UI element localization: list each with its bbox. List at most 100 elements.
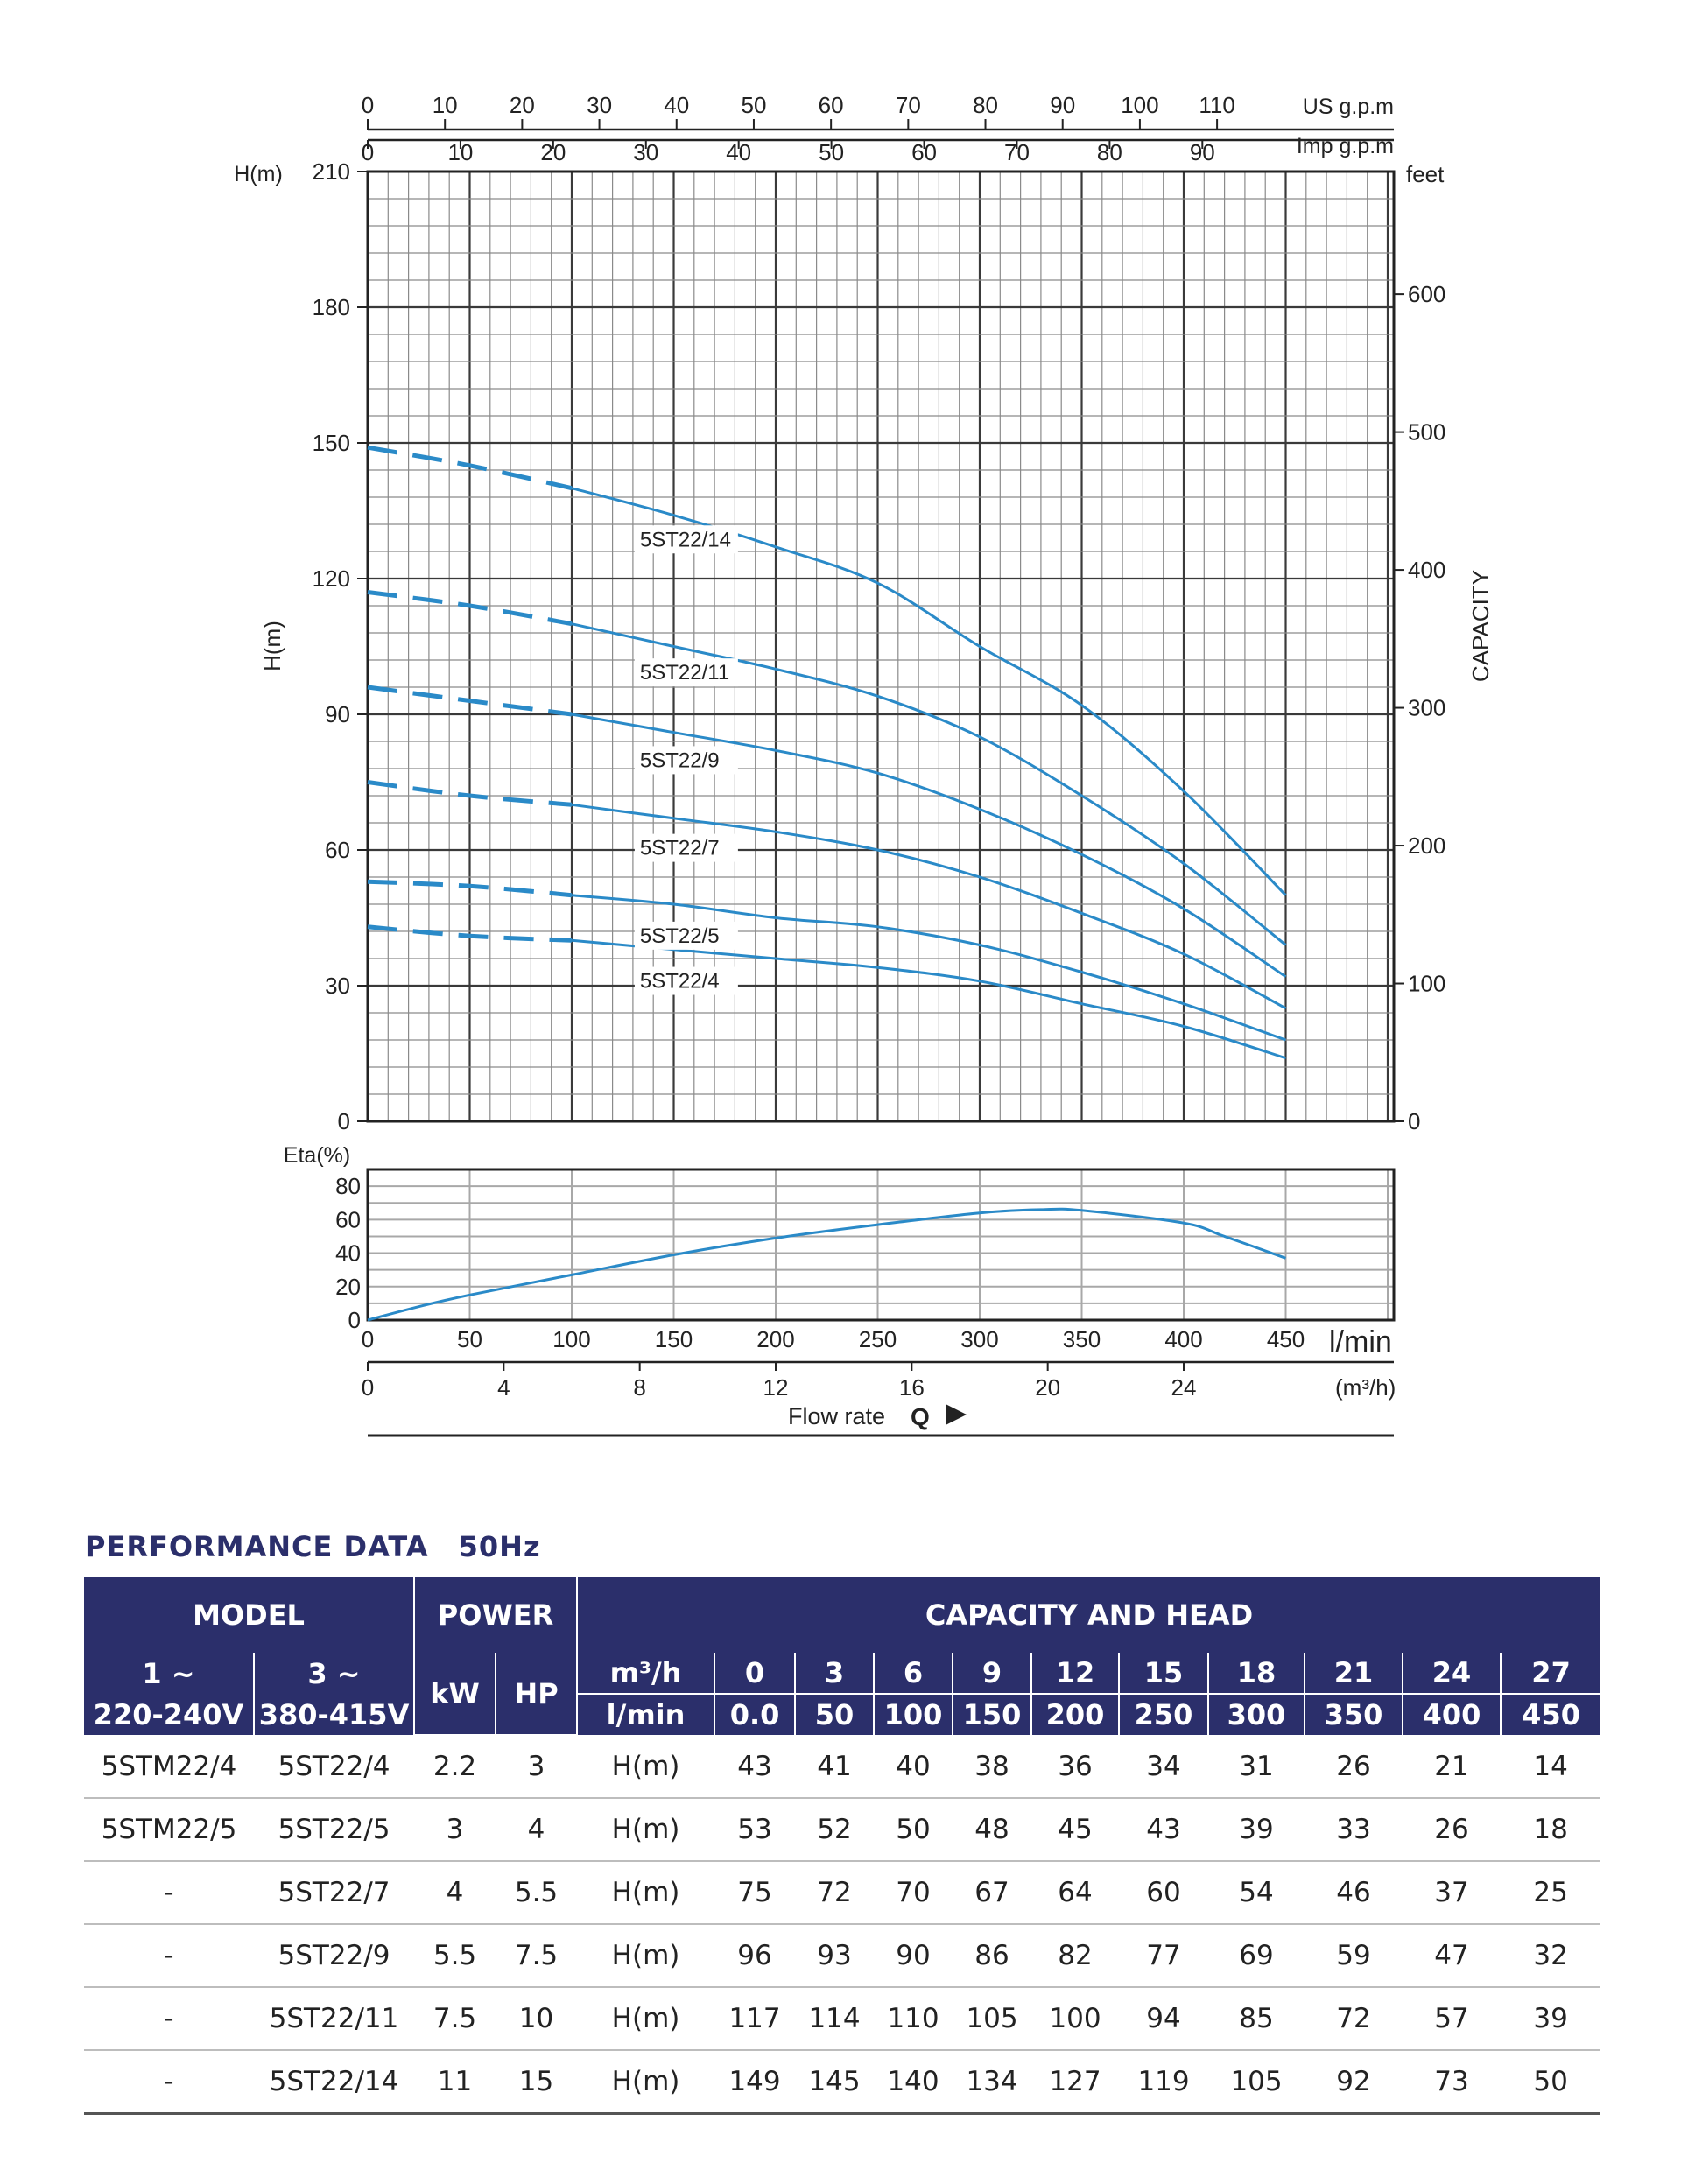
imp-gpm-tick-label: 60	[911, 139, 937, 165]
head-value: 70	[874, 1861, 953, 1925]
head-value: 93	[795, 1924, 875, 1988]
table-row: -5ST22/9 5.5 7.5 H(m) 96 93 90 86 82 77 69 59 47 32	[84, 1924, 1601, 1988]
series-label-bg	[634, 658, 738, 687]
head-value: 94	[1119, 1987, 1209, 2051]
power-hp: 5.5	[496, 1861, 578, 1925]
y-tick-label: 150	[313, 430, 350, 456]
head-value: 37	[1403, 1861, 1502, 1925]
header-hp: HP	[496, 1653, 579, 1736]
head-value: 75	[714, 1861, 796, 1925]
head-value: 38	[953, 1735, 1032, 1799]
us-gpm-tick-label: 110	[1199, 92, 1234, 118]
head-value: 25	[1501, 1861, 1601, 1925]
performance-title-text: PERFORMANCE DATA	[85, 1530, 429, 1563]
lmin-tick-label: 200	[756, 1326, 794, 1352]
header-m3h-8: 24	[1403, 1653, 1502, 1695]
y-axis-label: H(m)	[259, 621, 285, 671]
us-gpm-tick-label: 100	[1121, 92, 1158, 118]
series-label: 5ST22/11	[640, 661, 729, 685]
table-row: -5ST22/14 11 15 H(m) 149 145 140 134 127 119 105 92…	[84, 2050, 1601, 2115]
head-value: 43	[1119, 1798, 1209, 1862]
imp-gpm-tick-label: 0	[362, 139, 374, 165]
header-unit-lmin: l/min	[577, 1694, 716, 1735]
head-unit: H(m)	[577, 1987, 715, 2051]
model-single-phase: -	[84, 1987, 254, 2051]
model-single-phase: -	[84, 1861, 254, 1925]
eff-axis-label: Eta(%)	[284, 1143, 350, 1168]
head-value: 100	[1031, 1987, 1120, 2051]
head-value: 60	[1119, 1861, 1209, 1925]
head-value: 47	[1403, 1924, 1502, 1988]
us-gpm-tick-label: 60	[819, 92, 844, 118]
head-value: 105	[953, 1987, 1032, 2051]
head-value: 64	[1031, 1861, 1120, 1925]
us-gpm-tick-label: 10	[433, 92, 458, 118]
m3h-tick-label: 8	[633, 1374, 645, 1401]
head-value: 53	[714, 1798, 796, 1862]
head-chart-grid	[357, 119, 1404, 1437]
y-tick-label: 60	[325, 837, 350, 863]
us-gpm-tick-label: 70	[896, 92, 921, 118]
right-axis-label: feet	[1406, 161, 1445, 187]
header-model: MODEL	[84, 1577, 416, 1653]
model-single-phase: 5STM22/4	[84, 1735, 254, 1799]
head-value: 67	[953, 1861, 1032, 1925]
table-row: -5ST22/11 7.5 10 H(m) 117 114 110 105 100 94 85 72 5…	[84, 1987, 1601, 2051]
series-label-bg	[634, 525, 738, 554]
head-value: 39	[1208, 1798, 1305, 1862]
header-m3h-4: 12	[1031, 1653, 1121, 1695]
header-single-phase-top: 1 ~	[84, 1653, 255, 1694]
head-value: 82	[1031, 1924, 1120, 1988]
series-line-dashed	[367, 924, 573, 943]
power-kw: 2.2	[414, 1735, 496, 1799]
lmin-tick-label: 0	[362, 1326, 374, 1352]
model-three-phase: 5ST22/5	[254, 1798, 415, 1862]
head-value: 34	[1119, 1735, 1209, 1799]
lmin-tick-label: 450	[1267, 1326, 1305, 1352]
right-tick-label: 600	[1408, 281, 1445, 307]
head-value: 45	[1031, 1798, 1120, 1862]
us-gpm-tick-label: 90	[1050, 92, 1075, 118]
y-axis-top-label: H(m)	[234, 162, 283, 186]
power-kw: 7.5	[414, 1987, 496, 2051]
power-kw: 5.5	[414, 1924, 496, 1988]
m3h-label: (m³/h)	[1335, 1374, 1396, 1401]
series-line	[571, 803, 1287, 1010]
efficiency-curve	[367, 1207, 1287, 1322]
series-label: 5ST22/14	[640, 528, 731, 551]
head-value: 48	[953, 1798, 1032, 1862]
y-tick-label: 90	[325, 701, 350, 727]
head-value: 149	[714, 2050, 796, 2115]
table-row: 5STM22/5 5ST22/5 3 4 H(m) 53 52 50 48 45 43 39 33 26 1…	[84, 1798, 1601, 1862]
head-curves	[367, 445, 1287, 1060]
us-gpm-tick-label: 0	[362, 92, 374, 118]
m3h-tick-label: 16	[899, 1374, 925, 1401]
series-label-bg	[634, 833, 738, 862]
plot-frame	[366, 170, 1396, 1123]
y-tick-label: 210	[313, 158, 350, 185]
head-value: 52	[795, 1798, 875, 1862]
head-value: 73	[1403, 2050, 1502, 2115]
head-value: 77	[1119, 1924, 1209, 1988]
head-value: 140	[874, 2050, 953, 2115]
head-value: 105	[1208, 2050, 1305, 2115]
performance-title: PERFORMANCE DATA 50Hz	[85, 1530, 541, 1563]
head-value: 92	[1305, 2050, 1403, 2115]
model-single-phase: 5STM22/5	[84, 1798, 254, 1862]
header-three-phase-bottom: 380-415V	[254, 1694, 416, 1735]
power-hp: 15	[496, 2050, 578, 2115]
header-lmin-2: 100	[874, 1694, 954, 1735]
power-kw: 3	[414, 1798, 496, 1862]
header-single-phase-bottom: 220-240V	[84, 1694, 255, 1735]
head-value: 114	[795, 1987, 875, 2051]
head-value: 46	[1305, 1861, 1403, 1925]
right-tick-label: 500	[1408, 419, 1445, 446]
series-line-dashed	[367, 445, 573, 491]
imp-gpm-tick-label: 40	[726, 139, 751, 165]
head-value: 26	[1403, 1798, 1502, 1862]
y-tick-label: 0	[338, 1108, 350, 1134]
lmin-tick-label: 400	[1164, 1326, 1202, 1352]
table-row: 5STM22/4 5ST22/4 2.2 3 H(m) 43 41 40 38 36 34 31 26 2…	[84, 1735, 1601, 1799]
header-m3h-7: 21	[1305, 1653, 1404, 1695]
header-m3h-9: 27	[1501, 1653, 1601, 1695]
